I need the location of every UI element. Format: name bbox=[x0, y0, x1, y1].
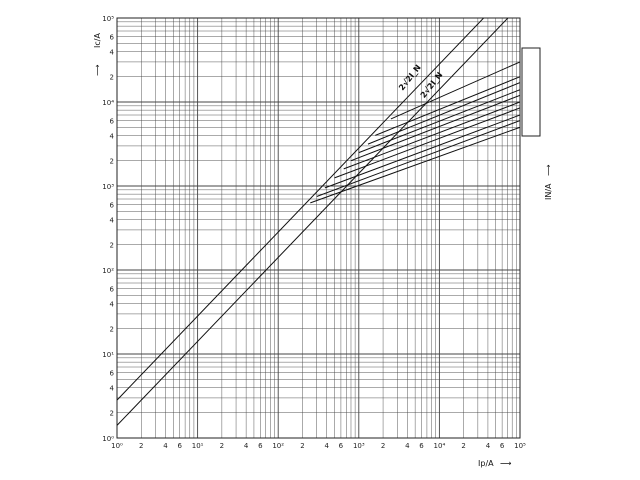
legend-box bbox=[521, 47, 541, 137]
y-tick-label: 6 bbox=[110, 118, 115, 126]
x-tick-label: 4 bbox=[324, 442, 329, 450]
x-tick-label: 10⁵ bbox=[514, 442, 526, 450]
chart-grid bbox=[116, 17, 521, 439]
x-tick-label: 2 bbox=[381, 442, 385, 450]
y-tick-labels: 10⁰ 2 4 6 10¹ 2 4 6 10² 2 4 6 10³ 2 4 6 10⁴ 2 4 6 10⁵ bbox=[102, 15, 114, 443]
x-tick-label: 10⁴ bbox=[434, 442, 446, 450]
series-line-3 bbox=[310, 126, 520, 204]
y-tick-label: 6 bbox=[110, 202, 115, 210]
x-tick-label: 2 bbox=[139, 442, 143, 450]
series-line-2 bbox=[117, 18, 509, 426]
y-tick-label: 4 bbox=[110, 384, 115, 392]
x-tick-label: 2 bbox=[300, 442, 304, 450]
y-tick-label: 2 bbox=[110, 74, 114, 82]
y-tick-label: 10⁰ bbox=[102, 435, 114, 443]
x-axis-arrow: ⟶ bbox=[500, 459, 512, 468]
x-axis-label: Ip/A bbox=[478, 459, 494, 468]
y-tick-label: 10⁵ bbox=[102, 15, 114, 23]
x-tick-label: 2 bbox=[461, 442, 465, 450]
line-annotation: 2√2I_N bbox=[397, 63, 423, 92]
plot-frame bbox=[116, 17, 521, 439]
x-tick-label: 4 bbox=[163, 442, 168, 450]
x-tick-label: 4 bbox=[405, 442, 410, 450]
y-tick-label: 2 bbox=[110, 410, 114, 418]
y-tick-label: 10⁴ bbox=[102, 99, 114, 107]
series-line-8 bbox=[350, 94, 520, 162]
y-tick-label: 2 bbox=[110, 242, 114, 250]
x-tick-labels: 10⁰ 2 4 6 10¹ 2 4 6 10² 2 4 6 10³ 2 4 6 10⁴ 2 4 6 10⁵ bbox=[111, 442, 526, 450]
x-tick-label: 6 bbox=[339, 442, 344, 450]
y-tick-label: 10³ bbox=[102, 183, 114, 191]
y-axis-arrow-right: ⟶ bbox=[544, 164, 553, 176]
y-tick-label: 6 bbox=[110, 286, 115, 294]
y-tick-label: 6 bbox=[110, 34, 115, 42]
series-line-10 bbox=[367, 82, 520, 145]
y-tick-label: 2 bbox=[110, 158, 114, 166]
x-tick-label: 4 bbox=[244, 442, 249, 450]
y-tick-label: 10¹ bbox=[102, 351, 114, 359]
x-tick-label: 10⁰ bbox=[111, 442, 123, 450]
series-line-5 bbox=[324, 114, 520, 189]
series-line-9 bbox=[358, 89, 520, 154]
y-tick-label: 4 bbox=[110, 300, 115, 308]
y-axis-label-right: IN/A bbox=[544, 183, 553, 200]
chart-legend bbox=[521, 47, 541, 137]
x-tick-label: 6 bbox=[258, 442, 263, 450]
x-tick-label: 4 bbox=[486, 442, 491, 450]
x-tick-label: 10³ bbox=[353, 442, 365, 450]
series-line-1 bbox=[117, 18, 485, 401]
y-tick-label: 10² bbox=[102, 267, 114, 275]
x-tick-label: 10² bbox=[272, 442, 284, 450]
series-line-11 bbox=[375, 76, 520, 136]
y-tick-label: 4 bbox=[110, 132, 115, 140]
y-tick-label: 2 bbox=[110, 326, 114, 334]
series-line-12 bbox=[390, 61, 520, 120]
y-axis-label-left: Ic/A bbox=[93, 33, 102, 48]
y-tick-label: 6 bbox=[110, 370, 115, 378]
chart-series-group bbox=[117, 18, 520, 426]
x-tick-label: 2 bbox=[220, 442, 224, 450]
y-tick-label: 4 bbox=[110, 216, 115, 224]
x-tick-label: 6 bbox=[419, 442, 424, 450]
y-tick-label: 4 bbox=[110, 48, 115, 56]
series-line-6 bbox=[334, 107, 520, 179]
x-tick-label: 10¹ bbox=[192, 442, 204, 450]
x-tick-label: 6 bbox=[177, 442, 182, 450]
y-axis-arrow-left: ⟶ bbox=[93, 64, 102, 76]
series-line-7 bbox=[343, 101, 520, 170]
chart-annotations: 2√2I_N2√2I_N bbox=[397, 63, 444, 100]
series-line-4 bbox=[316, 120, 520, 197]
x-tick-label: 6 bbox=[500, 442, 505, 450]
